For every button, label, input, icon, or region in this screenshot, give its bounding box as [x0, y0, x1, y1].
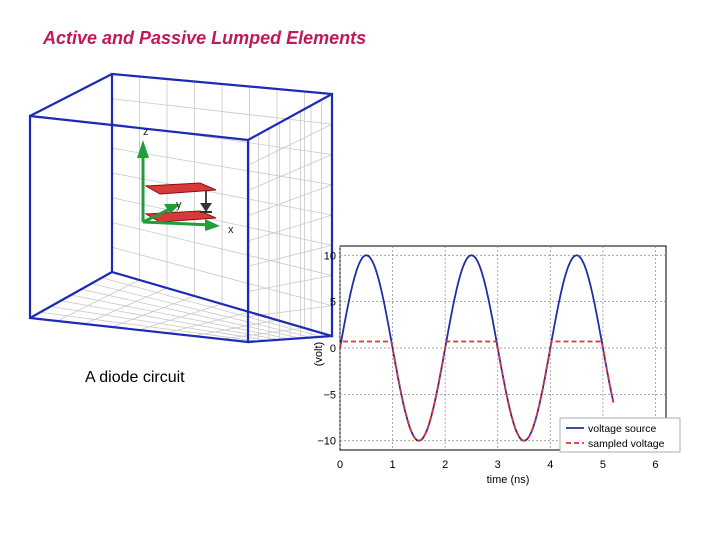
legend-sampled-voltage: sampled voltage: [588, 438, 665, 450]
y-axis-label: y: [176, 199, 182, 211]
series-sampled-voltage: [339, 340, 615, 442]
y-tick-label: 0: [330, 343, 336, 355]
z-axis-arrow-icon: [137, 140, 149, 158]
x-axis-label: x: [228, 224, 234, 236]
x-tick-label: 2: [442, 459, 448, 471]
x-axis-title: time (ns): [487, 474, 530, 486]
x-tick-label: 3: [495, 459, 501, 471]
x-axis-arrow-icon: [205, 219, 220, 231]
figure-caption: A diode circuit: [85, 369, 185, 386]
slide-title: Active and Passive Lumped Elements: [43, 28, 367, 48]
y-tick-label: −5: [323, 389, 336, 401]
y-tick-label: 5: [330, 297, 336, 309]
x-tick-label: 4: [547, 459, 553, 471]
legend-voltage-source: voltage source: [588, 423, 656, 435]
y-axis-title: (volt): [313, 342, 325, 366]
x-tick-label: 1: [390, 459, 396, 471]
y-tick-label: −10: [317, 436, 336, 448]
x-tick-label: 5: [600, 459, 606, 471]
simulation-box: [28, 72, 334, 344]
x-tick-label: 0: [337, 459, 343, 471]
voltage-chart: 0 1 2 3 4 5 6 10 5 0 −5 −10 (volt) time (ns) voltag…: [313, 245, 681, 486]
y-axis-arrow-icon: [164, 204, 180, 214]
plot-area: [339, 245, 667, 451]
chart-tick-labels: 0 1 2 3 4 5 6 10 5 0 −5 −10: [317, 250, 658, 471]
x-tick-label: 6: [652, 459, 658, 471]
diode-symbol-icon: [200, 203, 212, 212]
y-tick-label: 10: [324, 250, 336, 262]
diode-model: z y x: [137, 126, 234, 236]
series-voltage-source: [339, 254, 615, 442]
top-plate: [144, 182, 217, 195]
z-axis-label: z: [143, 126, 149, 138]
chart-legend: voltage source sampled voltage: [559, 417, 681, 453]
